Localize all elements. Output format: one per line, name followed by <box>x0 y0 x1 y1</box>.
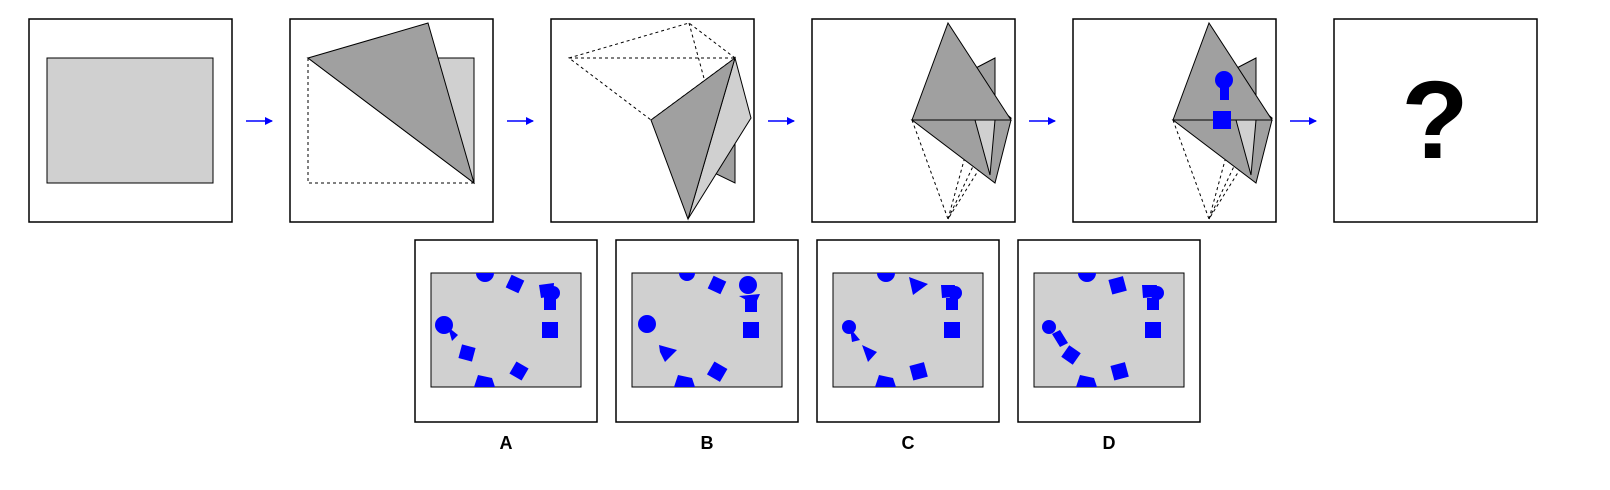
paper-sheet <box>46 57 214 184</box>
option-b-holes <box>638 273 760 387</box>
front-flap <box>650 56 736 221</box>
option-a[interactable]: A <box>414 239 598 453</box>
punch-keyhole <box>1215 71 1233 100</box>
question-panel: ? <box>1333 18 1538 223</box>
option-c-label: C <box>902 433 915 453</box>
option-c-holes <box>842 273 962 387</box>
option-d-holes <box>1042 273 1164 387</box>
option-b-label: B <box>701 433 714 453</box>
top-flap <box>911 21 1012 121</box>
step-2-panel <box>289 18 494 223</box>
option-a-label: A <box>500 433 513 453</box>
option-a-holes <box>435 273 560 387</box>
step-3-panel <box>550 18 755 223</box>
punch-square <box>1213 111 1231 129</box>
question-mark: ? <box>1401 59 1468 182</box>
option-d[interactable]: D <box>1017 239 1201 453</box>
step-4-panel <box>811 18 1016 223</box>
folded-away-outline <box>307 58 474 184</box>
option-b-paper <box>631 272 783 388</box>
option-d-label: D <box>1103 433 1116 453</box>
folded-flap <box>306 22 475 185</box>
option-b[interactable]: B <box>615 239 799 453</box>
option-c[interactable]: C <box>816 239 1000 453</box>
step-1-panel <box>28 18 233 223</box>
step-5-panel <box>1072 18 1277 223</box>
